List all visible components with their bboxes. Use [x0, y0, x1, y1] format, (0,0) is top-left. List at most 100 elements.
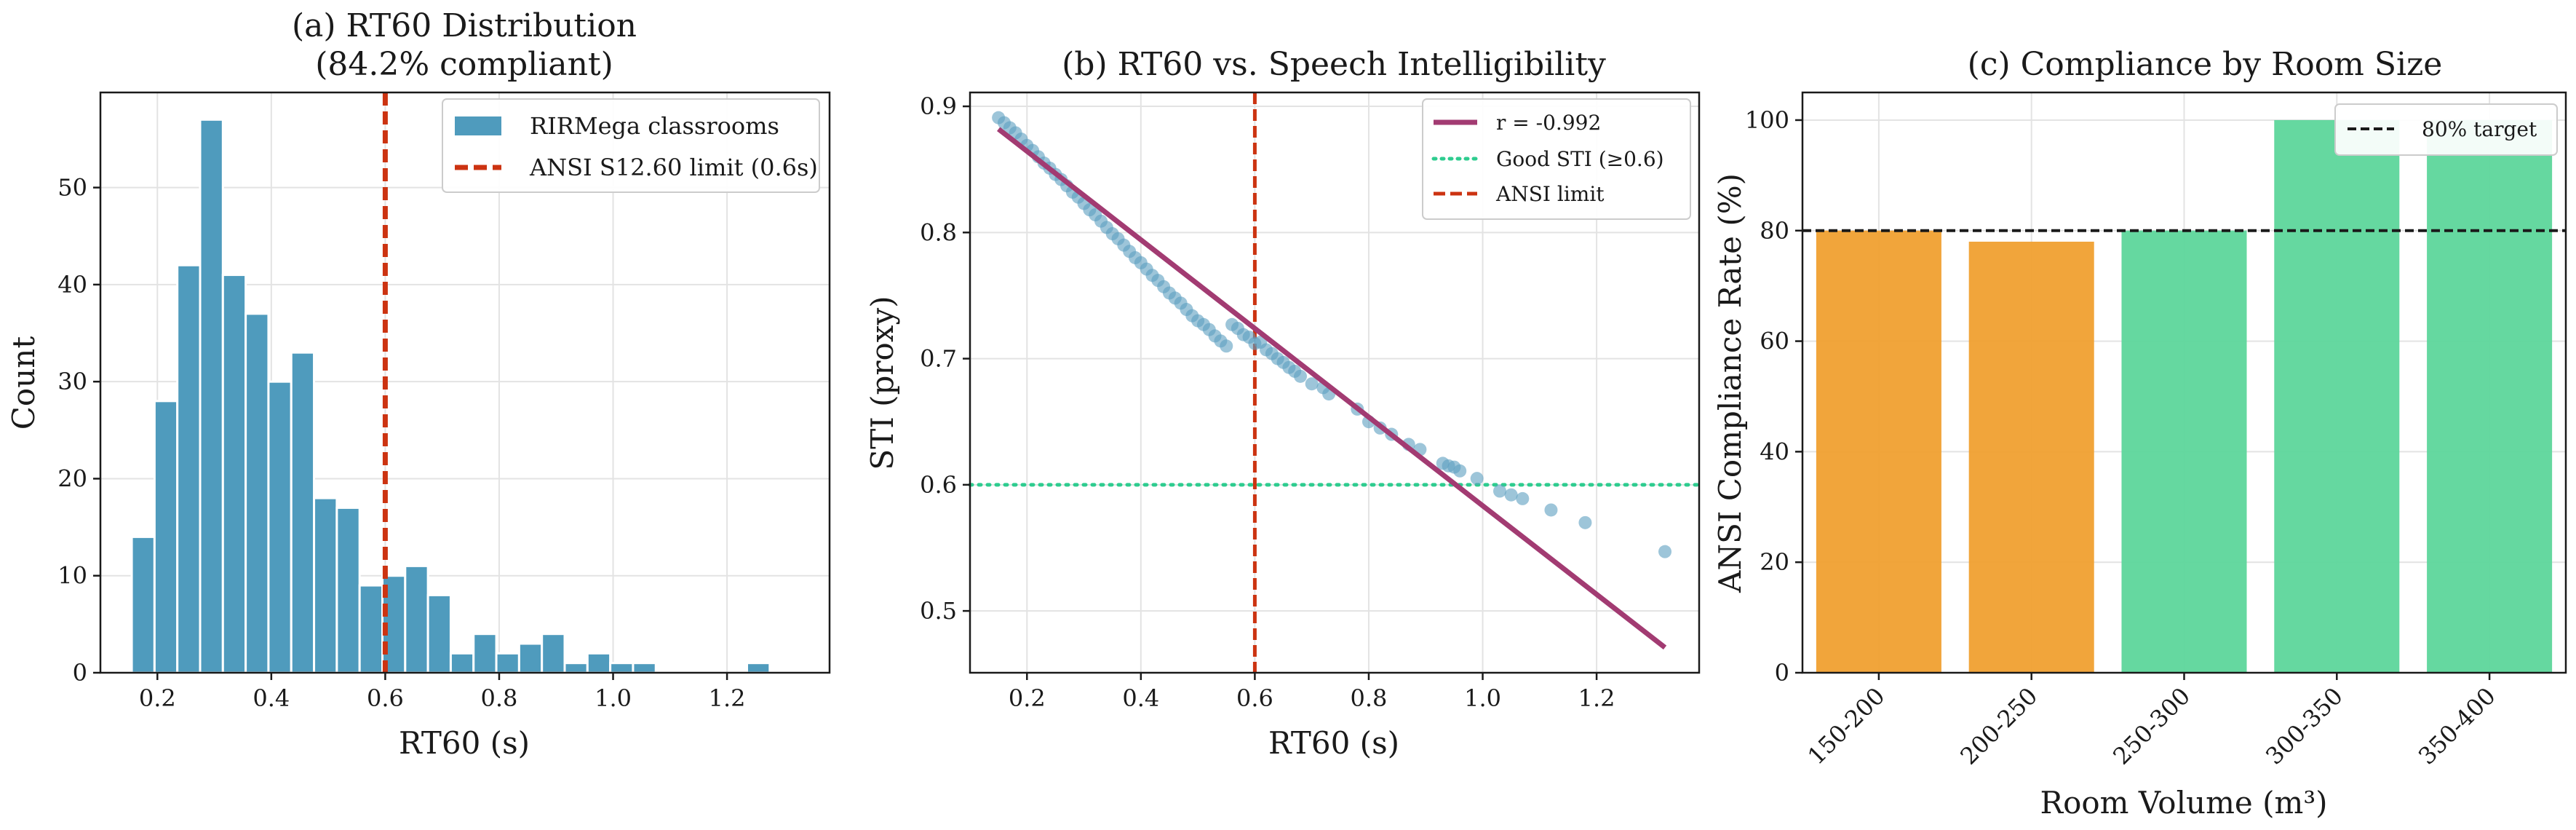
panel-b-point-68	[1493, 484, 1507, 498]
panel-b-point-70	[1516, 491, 1530, 505]
panel-a-axes-frame	[99, 91, 831, 674]
panel-a-ytick-label-0: 0	[73, 659, 87, 687]
panel-b-xtick-label-0: 0.2	[1009, 684, 1046, 712]
panel-a-bar-18	[541, 633, 566, 674]
panel-b-ytick-label-2: 0.7	[920, 345, 957, 373]
panel-b-point-53	[1294, 369, 1308, 383]
panel-a-xtick-label-5: 1.2	[709, 684, 746, 712]
panel-a-bar-22	[632, 662, 657, 674]
panel-b-point-66	[1453, 464, 1467, 478]
panel-c-ytick-label-5: 100	[1745, 106, 1789, 134]
panel-c-xtick-label-3: 300-350	[2260, 682, 2348, 770]
panel-a-legend-swatch-classrooms	[455, 116, 501, 135]
panel-c-y-axis-label: ANSI Compliance Rate (%)	[1712, 173, 1748, 593]
panel-c-xtick-label-2: 250-300	[2107, 682, 2195, 770]
panel-b-axes-frame	[969, 91, 1701, 674]
panel-a-xtick-label-1: 0.4	[253, 684, 290, 712]
panel-a-y-axis-label: Count	[6, 336, 41, 430]
panel-a-histogram-bars	[130, 118, 771, 674]
panel-b-ticks: 0.2 0.4 0.6 0.8 1.0 1.2 0.5 0.6 0.7 0.8 0.9	[920, 92, 1615, 712]
panel-a-legend: RIRMega classrooms ANSI S12.60 limit (0.…	[442, 98, 820, 193]
panel-c-xtick-label-1: 200-250	[1955, 682, 2043, 770]
panel-b-legend-label-good-sti: Good STI (≥0.6)	[1496, 147, 1664, 171]
panel-a-ytick-label-1: 10	[57, 562, 87, 590]
panel-a-bar-21	[609, 662, 635, 674]
panel-c-ytick-label-0: 0	[1775, 659, 1789, 687]
panel-b-ytick-label-0: 0.5	[920, 597, 957, 625]
panel-b-xtick-label-4: 1.0	[1464, 684, 1501, 712]
panel-a-bar-8	[313, 497, 338, 674]
panel-b-xtick-label-1: 0.4	[1122, 684, 1159, 712]
panel-b-point-69	[1504, 488, 1518, 502]
panel-a-bar-9	[335, 506, 361, 674]
panel-c-legend-box	[2334, 103, 2558, 156]
panel-c-ytick-label-3: 60	[1760, 328, 1789, 355]
panel-c-xtick-label-0: 150-200	[1802, 682, 1891, 770]
panel-a-x-axis-label: RT60 (s)	[399, 725, 530, 761]
panel-c-ytick-label-4: 80	[1760, 217, 1789, 245]
panel-a-bar-17	[517, 642, 544, 674]
panel-b-regression-line	[996, 127, 1667, 650]
panel-a-legend-label-ansi: ANSI S12.60 limit (0.6s)	[529, 154, 818, 181]
panel-a-bar-27	[745, 662, 771, 674]
panel-b-xtick-label-3: 0.8	[1351, 684, 1388, 712]
panel-a-ytick-label-5: 50	[57, 174, 87, 202]
panel-b-legend: r = -0.992 Good STI (≥0.6) ANSI limit	[1422, 98, 1691, 220]
panel-a-legend-label-classrooms: RIRMega classrooms	[530, 112, 779, 140]
panel-a-xtick-label-3: 0.8	[481, 684, 518, 712]
panel-b-fit-line	[996, 127, 1667, 650]
panel-compliance-by-room-size: (c) Compliance by Room Size 150-200 200-2…	[1712, 46, 2567, 821]
panel-c-x-axis-label: Room Volume (m³)	[2040, 785, 2327, 821]
panel-a-bar-14	[449, 652, 475, 674]
panel-c-ytick-label-1: 20	[1760, 548, 1789, 576]
panel-rt60-vs-sti: (b) RT60 vs. Speech Intelligibility 0.2 0…	[864, 46, 1701, 761]
panel-a-bar-1	[153, 400, 179, 674]
panel-a-bar-20	[586, 652, 612, 674]
panel-a-bar-6	[267, 380, 293, 674]
panel-c-bar-3	[2274, 119, 2400, 673]
panel-a-ytick-label-4: 40	[57, 271, 87, 299]
panel-a-xtick-label-0: 0.2	[139, 684, 176, 712]
panel-b-point-72	[1578, 515, 1592, 529]
panel-b-xtick-label-2: 0.6	[1236, 684, 1273, 712]
panel-a-ytick-label-3: 30	[57, 368, 87, 395]
panel-a-bar-7	[290, 351, 316, 674]
panel-b-point-73	[1658, 545, 1672, 558]
panel-b-ytick-label-3: 0.8	[920, 218, 957, 246]
panel-b-ytick-label-4: 0.9	[920, 92, 957, 120]
panel-b-x-axis-label: RT60 (s)	[1268, 725, 1399, 761]
panel-b-point-67	[1470, 472, 1484, 486]
panel-a-ticks: 0.2 0.4 0.6 0.8 1.0 1.2 0 10 20 30 40 50	[57, 174, 745, 712]
panel-a-bar-0	[130, 535, 156, 674]
panel-a-xtick-label-4: 1.0	[595, 684, 632, 712]
panel-a-bar-16	[495, 652, 520, 674]
panel-c-xtick-label-4: 350-400	[2413, 682, 2501, 770]
panel-a-bar-5	[245, 312, 270, 674]
panel-a-ytick-label-2: 20	[57, 465, 87, 492]
panel-a-bar-4	[221, 274, 247, 674]
panel-b-y-axis-label: STI (proxy)	[864, 296, 900, 470]
panel-a-bar-2	[176, 264, 202, 674]
panel-b-point-71	[1544, 503, 1558, 517]
panel-c-bar-2	[2121, 230, 2247, 673]
panel-b-legend-label-fit: r = -0.992	[1496, 111, 1601, 135]
panel-b-legend-label-ansi: ANSI limit	[1495, 182, 1605, 206]
panel-a-legend-box	[442, 98, 820, 193]
panel-b-xtick-label-5: 1.2	[1578, 684, 1615, 712]
panel-c-bars	[1816, 119, 2553, 673]
panel-b-title: (b) RT60 vs. Speech Intelligibility	[1062, 46, 1606, 83]
panel-c-ytick-label-2: 40	[1760, 438, 1789, 465]
panel-c-bar-0	[1816, 230, 1941, 673]
panel-b-legend-box	[1422, 98, 1691, 220]
panel-c-bar-4	[2427, 119, 2553, 673]
panel-a-xtick-label-2: 0.6	[367, 684, 404, 712]
panel-c-legend-label-target: 80% target	[2422, 117, 2537, 141]
panel-a-title-line-2: (84.2% compliant)	[315, 46, 613, 83]
panel-a-bar-13	[426, 593, 452, 674]
panel-b-reference-lines	[968, 92, 1701, 673]
panel-c-legend: 80% target	[2334, 103, 2558, 156]
panel-c-title: (c) Compliance by Room Size	[1968, 46, 2443, 83]
panel-a-title-line-1: (a) RT60 Distribution	[292, 7, 637, 44]
panel-a-bar-3	[199, 118, 224, 674]
